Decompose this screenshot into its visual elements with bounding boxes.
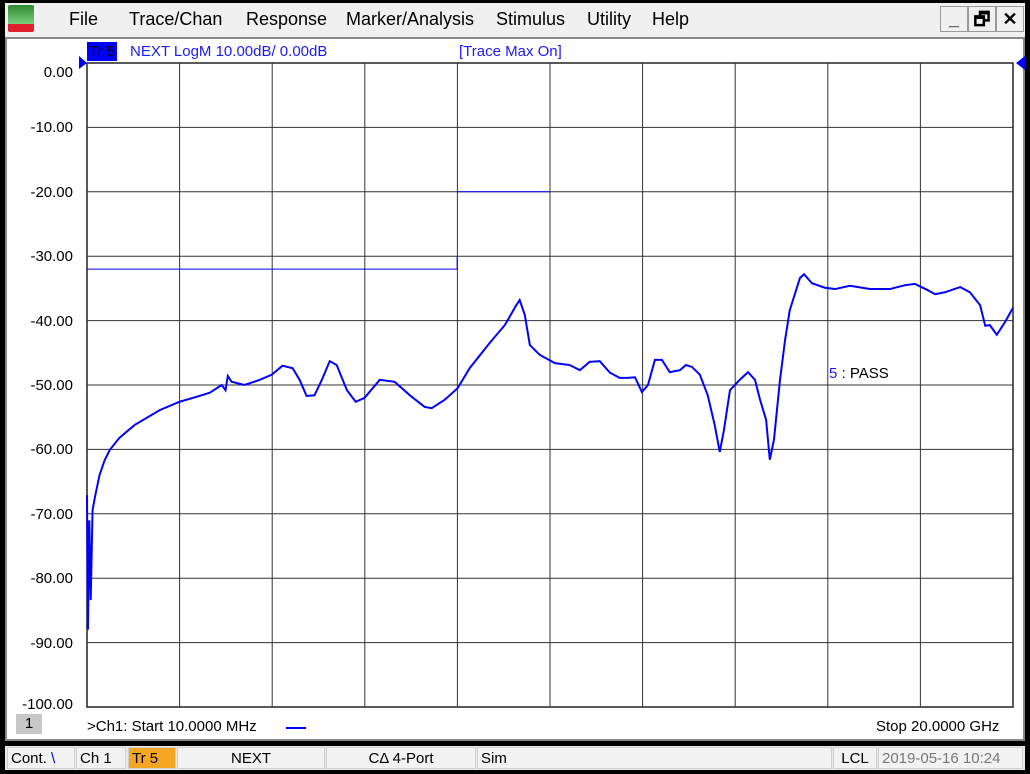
- limit-test-result: 5 : PASS: [829, 365, 889, 382]
- y-axis-label: -50.00: [30, 377, 73, 394]
- status-channel[interactable]: Ch 1: [76, 747, 126, 769]
- menu-help[interactable]: Help: [652, 9, 690, 29]
- restore-button[interactable]: 🗗: [968, 6, 996, 32]
- limit-trace-num: 5: [829, 365, 838, 382]
- y-axis-label: -20.00: [30, 183, 73, 201]
- status-bar: Cont. \ Ch 1 Tr 5 NEXT CΔ 4-Port Sim LCL…: [5, 746, 1025, 770]
- y-axis-label: -40.00: [30, 312, 73, 330]
- status-lcl: LCL: [833, 747, 877, 769]
- y-axis-label: -70.00: [30, 505, 73, 523]
- y-axis-label: -60.00: [30, 441, 73, 459]
- menu-marker-analysis[interactable]: Marker/Analysis: [346, 9, 475, 29]
- trace-legend-line: [286, 727, 306, 729]
- status-sim: Sim: [477, 747, 832, 769]
- reference-marker-left-icon: [79, 56, 87, 69]
- menu-utility[interactable]: Utility: [587, 9, 631, 29]
- menu-response[interactable]: Response: [246, 9, 328, 29]
- sweep-mode-label: Cont.: [11, 750, 47, 767]
- stop-frequency[interactable]: Stop 20.0000 GHz: [876, 718, 1000, 735]
- y-axis-label: 0.00: [43, 64, 73, 81]
- menu-trace-chan[interactable]: Trace/Chan: [129, 9, 223, 29]
- trace-max-status: [Trace Max On]: [459, 43, 562, 60]
- menu-file[interactable]: File: [69, 9, 99, 29]
- trace-line: [86, 272, 1014, 630]
- y-axis-label: -30.00: [30, 248, 73, 266]
- sweep-mode[interactable]: Cont. \: [7, 747, 75, 769]
- sweep-indicator-icon: \: [51, 750, 56, 767]
- status-trace[interactable]: Tr 5: [128, 747, 176, 769]
- plot-window: [5, 37, 1025, 741]
- status-calibration[interactable]: CΔ 4-Port: [326, 747, 476, 769]
- app-logo-icon[interactable]: [8, 5, 34, 32]
- reference-marker-right-icon: [1016, 56, 1025, 70]
- limit-sep: :: [841, 365, 846, 382]
- channel-number[interactable]: 1: [16, 714, 42, 734]
- y-axis-label: -80.00: [30, 570, 73, 588]
- minimize-button[interactable]: _: [940, 6, 968, 32]
- y-axis-label: -90.00: [30, 634, 73, 652]
- status-parameter[interactable]: NEXT: [177, 747, 325, 769]
- trace-info[interactable]: NEXT LogM 10.00dB/ 0.00dB: [130, 43, 328, 60]
- menu-stimulus[interactable]: Stimulus: [496, 9, 566, 29]
- active-trace-label[interactable]: Tr 5: [87, 42, 118, 61]
- start-frequency[interactable]: >Ch1: Start 10.0000 MHz: [87, 718, 257, 735]
- y-axis-label: -10.00: [30, 119, 73, 137]
- menu-bar: File Trace/Chan Response Marker/Analysis…: [5, 3, 1025, 37]
- limit-pass: PASS: [849, 365, 889, 382]
- status-datetime: 2019-05-16 10:24: [878, 747, 1023, 769]
- y-axis-label: -100.00: [22, 696, 73, 713]
- close-button[interactable]: ✕: [996, 6, 1024, 32]
